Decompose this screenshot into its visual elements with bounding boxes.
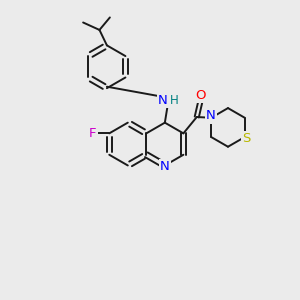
Text: N: N: [206, 110, 215, 122]
Text: F: F: [89, 127, 97, 140]
Text: N: N: [158, 94, 168, 107]
Text: S: S: [242, 132, 250, 146]
Text: H: H: [170, 94, 179, 107]
Text: O: O: [195, 88, 206, 101]
Text: N: N: [160, 160, 170, 173]
